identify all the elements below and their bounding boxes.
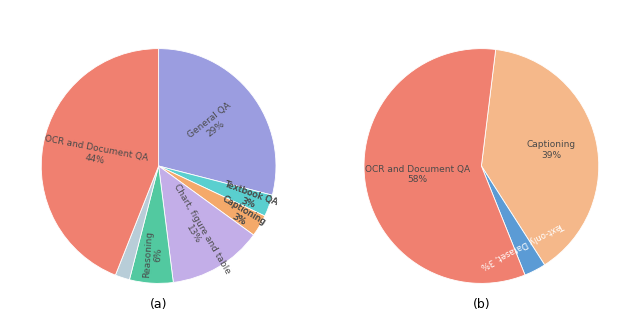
Wedge shape [159,48,276,195]
Wedge shape [41,48,159,275]
Wedge shape [481,49,599,265]
Text: (a): (a) [150,298,168,311]
Wedge shape [115,166,159,280]
Text: OCR and Document QA
58%: OCR and Document QA 58% [365,165,470,184]
Text: General QA
29%: General QA 29% [186,101,239,148]
Text: Captioning
39%: Captioning 39% [527,140,576,160]
Wedge shape [364,48,525,284]
Text: (b): (b) [472,298,490,311]
Text: Text-only Dataset, 3%: Text-only Dataset, 3% [479,220,565,270]
Wedge shape [159,166,253,283]
Text: Captioning
3%: Captioning 3% [216,194,268,236]
Text: Chart, figure and table
13%: Chart, figure and table 13% [163,183,232,281]
Text: Textbook QA
3%: Textbook QA 3% [220,180,279,217]
Text: Textbook QA
3%: Textbook QA 3% [220,180,279,217]
Text: OCR and Document QA
44%: OCR and Document QA 44% [42,134,149,173]
Text: Reasoning
6%: Reasoning 6% [142,231,164,279]
Wedge shape [159,166,272,216]
Text: Captioning
3%: Captioning 3% [216,194,268,236]
Wedge shape [129,166,173,284]
Wedge shape [481,166,545,275]
Wedge shape [159,166,265,235]
